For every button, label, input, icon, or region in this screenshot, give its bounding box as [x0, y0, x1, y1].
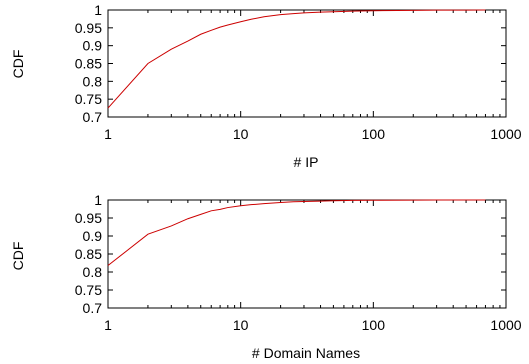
domain-ytick-label: 0.7: [83, 300, 103, 316]
ip-ytick-label: 0.75: [75, 91, 102, 107]
ip-ytick-label: 0.85: [75, 56, 102, 72]
domain-xtick-label: 100: [362, 317, 386, 333]
ip-ytick-label: 0.95: [75, 20, 102, 36]
domain-ytick-label: 0.75: [75, 282, 102, 298]
domain-ytick-label: 1: [94, 192, 102, 208]
ip-xtick-label: 1: [104, 126, 112, 142]
ip-xtick-label: 100: [362, 126, 386, 142]
domain-cdf-panel: CDF # Domain Names 0.7 0.75 0.8 0.85 0.9 0.95…: [10, 192, 522, 361]
domain-xtick-label: 1: [104, 317, 112, 333]
ip-xtick-label: 1000: [490, 126, 521, 142]
domain-ytick-label: 0.85: [75, 246, 102, 262]
ip-ytick-label: 0.8: [83, 73, 103, 89]
ip-cdf-line: [107, 9, 486, 109]
domain-xtick-label: 1000: [490, 317, 521, 333]
ip-plot-frame: [107, 9, 507, 118]
ip-ytick-label: 0.7: [83, 109, 103, 125]
ip-ytick-label: 0.9: [83, 38, 103, 54]
ip-xlabel: # IP: [294, 154, 319, 170]
ip-ylabel: CDF: [10, 50, 26, 79]
domain-plot-frame: [107, 199, 507, 309]
ip-ytick-label: 1: [94, 2, 102, 18]
domain-ytick-label: 0.8: [83, 264, 103, 280]
domain-xtick-label: 10: [233, 317, 249, 333]
ip-xtick-label: 10: [233, 126, 249, 142]
domain-ylabel: CDF: [10, 242, 26, 271]
domain-cdf-line: [107, 199, 486, 266]
domain-ytick-label: 0.95: [75, 210, 102, 226]
domain-ytick-label: 0.9: [83, 228, 103, 244]
domain-xlabel: # Domain Names: [252, 345, 360, 361]
ip-cdf-panel: CDF # IP 0.7 0.75 0.80.85 0.9 0.95 1 1 10 100 100…: [10, 2, 522, 170]
